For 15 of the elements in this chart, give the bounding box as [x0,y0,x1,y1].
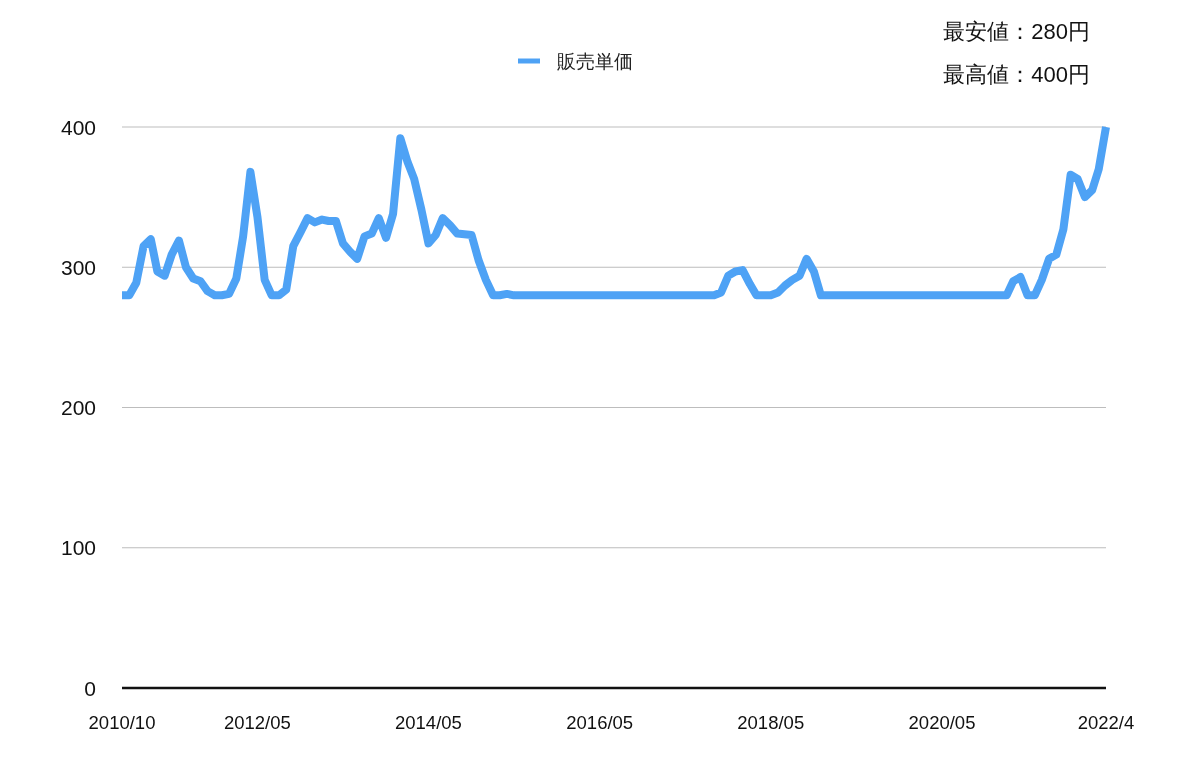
x-tick-label: 2012/05 [223,712,291,733]
legend-label: 販売単価 [557,50,633,72]
y-tick-label: 300 [60,255,96,279]
text: 最高値：400円 [943,61,1090,87]
x-tick-label: 2016/05 [566,712,634,733]
x-tick-label: 2014/05 [395,712,462,733]
text: 最安値：280円 [943,18,1090,44]
x-tick-label: 2018/05 [737,712,805,733]
y-tick-label: 200 [60,396,96,419]
y-tick-label: 0 [84,676,96,700]
x-tick-label: 2020/05 [908,712,976,733]
x-tick-label: 2022/4 [1077,712,1135,733]
y-tick-label: 400 [60,115,96,139]
y-tick-label: 100 [60,536,96,560]
x-tick-label: 2010/10 [88,712,156,733]
